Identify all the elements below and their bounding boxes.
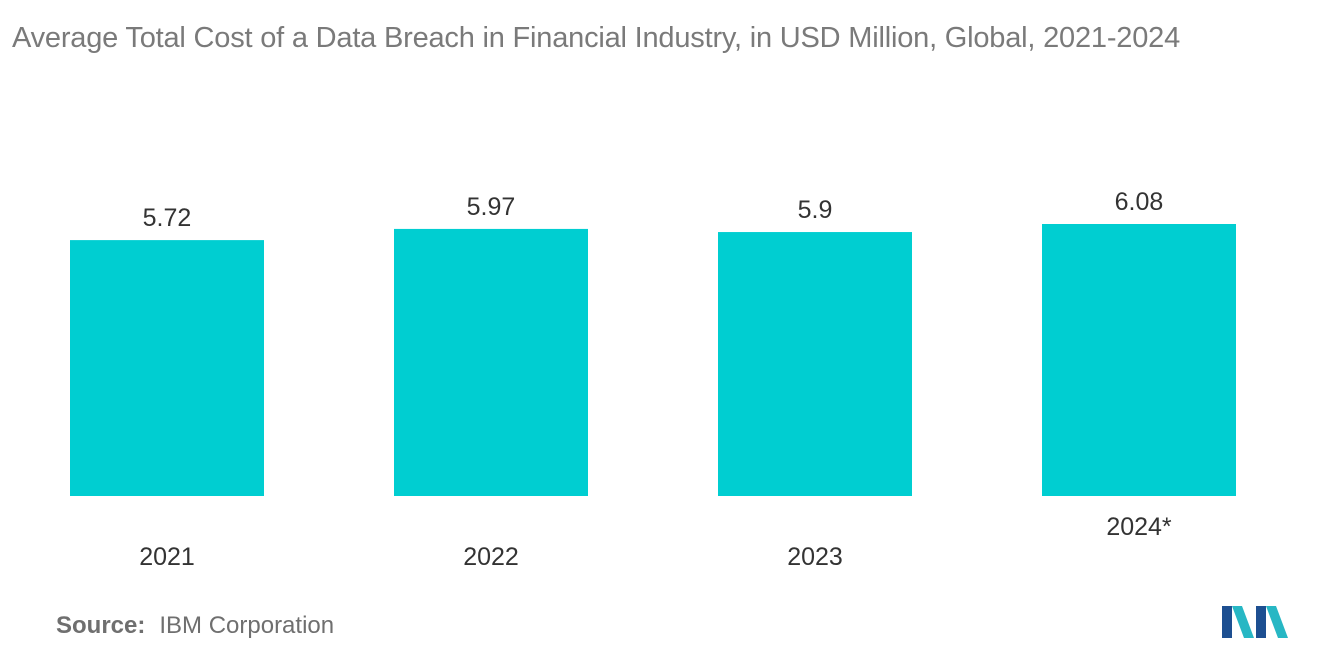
bar-value-label: 5.72 [143, 204, 192, 232]
bar-2024 [1042, 224, 1236, 496]
x-tick-label: 2021 [139, 543, 195, 571]
x-tick-label: 2023 [787, 543, 843, 571]
bar-value-label: 5.97 [467, 193, 516, 221]
chart-title: Average Total Cost of a Data Breach in F… [12, 22, 1181, 54]
bar-value-label: 5.9 [798, 196, 833, 224]
bar-2023 [718, 232, 912, 497]
mordor-intelligence-logo-icon [1222, 602, 1290, 645]
bar-2021 [70, 240, 264, 496]
x-tick-label: 2024* [1106, 513, 1172, 541]
bar-value-label: 6.08 [1115, 188, 1164, 216]
source-value: IBM Corporation [159, 612, 335, 639]
bar-chart: 5.72 2021 5.97 2022 5.9 2023 6.08 2024* [70, 188, 1236, 571]
bar-2022 [394, 228, 588, 496]
logo-mark [1222, 606, 1288, 638]
source-label: Source: [56, 612, 146, 639]
x-tick-label: 2022 [463, 543, 519, 571]
source-note: Source: IBM Corporation [56, 612, 334, 640]
